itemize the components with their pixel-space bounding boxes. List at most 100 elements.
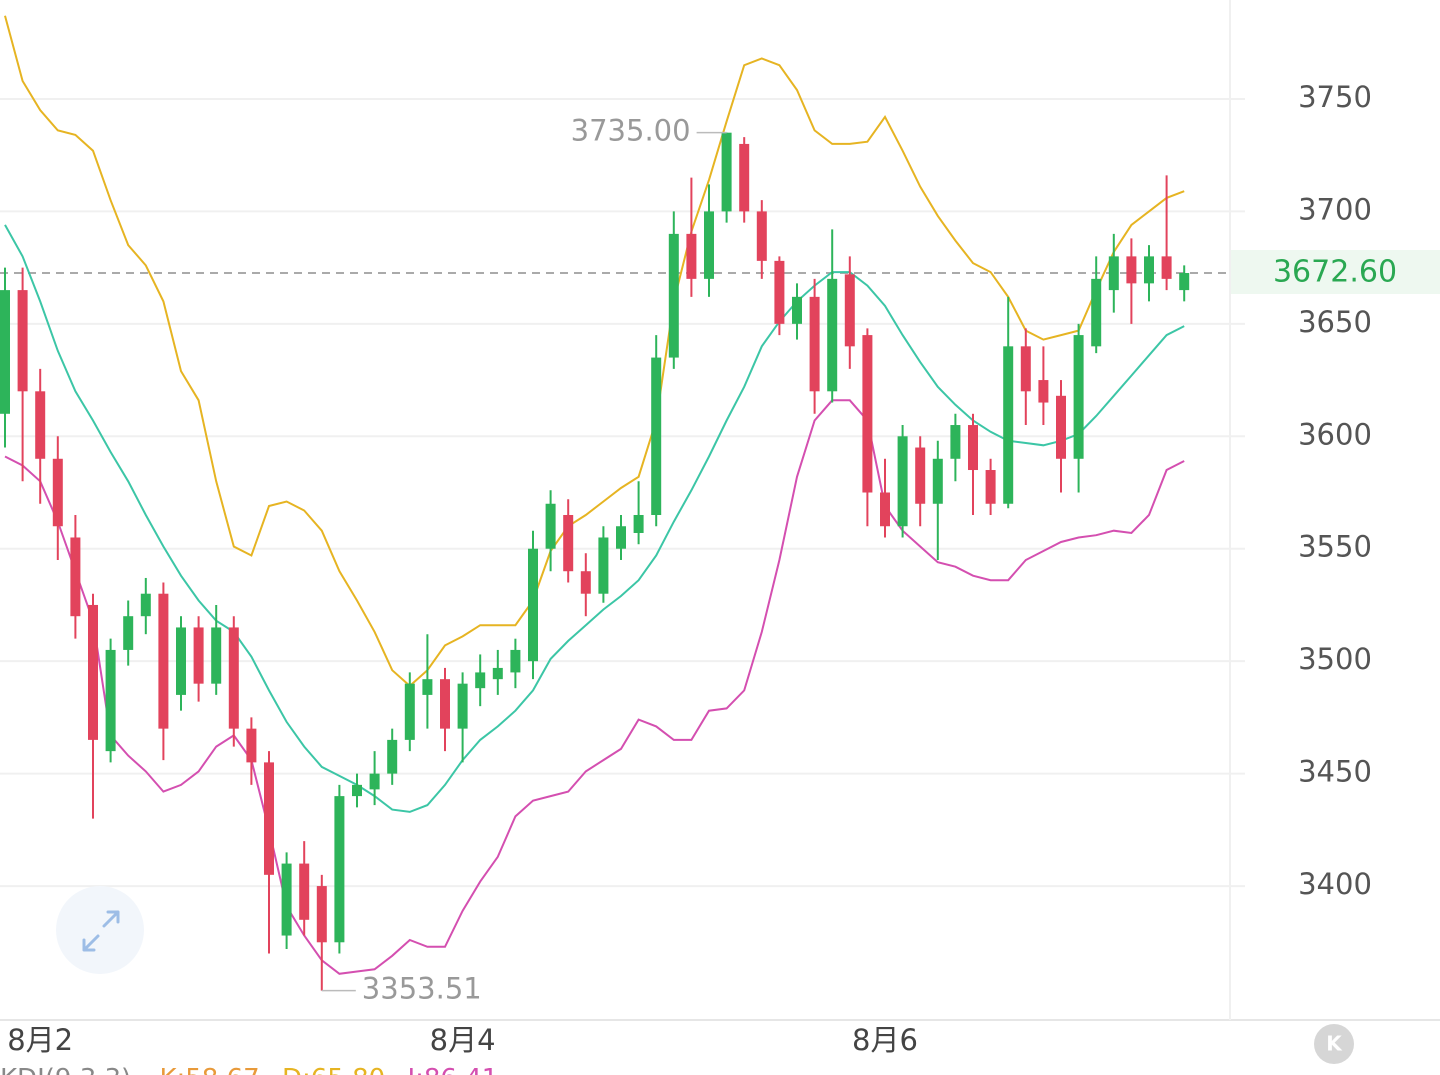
candle-body — [1126, 256, 1137, 284]
candle-body — [598, 537, 609, 594]
candle-body — [0, 290, 10, 414]
candle-body — [844, 274, 855, 347]
candle-body — [739, 143, 750, 212]
candle-body — [809, 296, 820, 392]
candle-body — [246, 728, 257, 763]
candle-body — [880, 492, 890, 527]
candle-body — [387, 739, 398, 774]
x-tick-label: 8月2 — [7, 1023, 73, 1057]
candle-body — [70, 537, 81, 617]
candle-body — [932, 458, 943, 504]
y-tick-label: 3600 — [1298, 417, 1372, 451]
candle-body — [1020, 346, 1031, 392]
candle-body — [88, 604, 98, 740]
band-line — [4, 399, 1185, 975]
band-line — [4, 15, 1185, 688]
candle-body — [897, 436, 908, 527]
candle-body — [158, 593, 169, 729]
candle-body — [580, 571, 591, 594]
candle-body — [211, 627, 222, 684]
candle-body — [704, 211, 714, 279]
expand-icon — [82, 910, 120, 952]
candle-body — [862, 335, 873, 493]
candle-body — [563, 514, 574, 572]
candle-body — [616, 526, 626, 549]
candle-body — [774, 260, 785, 324]
min-label: 3353.51 — [362, 972, 482, 1006]
x-tick-label: 8月6 — [852, 1023, 918, 1057]
candle-body — [1003, 346, 1014, 504]
candle-body — [950, 425, 961, 459]
candle-body — [105, 649, 116, 752]
indicator-j: J:86.41 — [405, 1064, 498, 1075]
grid — [0, 97, 1245, 888]
candle-body — [316, 886, 327, 943]
candle-body — [545, 503, 556, 549]
candle-body — [1038, 380, 1049, 403]
y-tick-label: 3650 — [1298, 305, 1372, 339]
candle-body — [176, 627, 186, 695]
candle-body — [369, 773, 380, 790]
candle-body — [264, 762, 274, 875]
candle-body — [193, 627, 204, 684]
candle-body — [17, 290, 28, 392]
candle-body — [651, 357, 662, 515]
candle-body — [968, 425, 978, 471]
candle-body — [422, 679, 433, 695]
candle-body — [1108, 256, 1119, 291]
y-tick-label: 3750 — [1298, 80, 1372, 114]
candle-body — [281, 863, 292, 936]
bands — [4, 15, 1185, 975]
k-button-label: K — [1326, 1032, 1343, 1056]
labels: 3400 3450 3500 3550 3600 3650 3700 3750 8月2 8月4 8月… — [7, 80, 1397, 1057]
candle-body — [52, 458, 63, 527]
candle-body — [299, 863, 310, 920]
y-tick-label: 3450 — [1298, 755, 1372, 789]
y-tick-label: 3500 — [1298, 642, 1372, 676]
candle-body — [123, 616, 134, 650]
x-tick-label: 8月4 — [430, 1023, 496, 1057]
max-label: 3735.00 — [571, 114, 691, 148]
candle-body — [140, 593, 151, 617]
candle-body — [528, 548, 538, 662]
k-button[interactable] — [1314, 1024, 1354, 1064]
indicator-name: KDJ(9,3,3) — [0, 1064, 131, 1075]
candle-body — [457, 683, 468, 729]
last-price-label: 3672.60 — [1273, 255, 1397, 290]
expand-button[interactable] — [56, 886, 144, 974]
candle-body — [1144, 256, 1154, 284]
candle-body — [440, 679, 450, 729]
candle-body — [404, 683, 415, 740]
candle-body — [686, 233, 697, 279]
candle-body — [756, 211, 767, 261]
y-tick-label: 3550 — [1298, 530, 1372, 564]
candle-body — [827, 278, 838, 392]
indicator-d: D:65.80 — [282, 1064, 385, 1075]
candle-body — [915, 447, 926, 504]
candle-body — [985, 470, 996, 504]
y-tick-label: 3700 — [1298, 192, 1372, 226]
band-line — [4, 224, 1185, 813]
candle-body — [35, 391, 46, 459]
candle-body — [668, 233, 679, 358]
candle-body — [334, 796, 345, 943]
candle-body — [228, 627, 239, 729]
candles — [0, 132, 1190, 991]
candle-body — [1073, 335, 1084, 459]
candle-body — [510, 649, 521, 673]
candle-body — [633, 514, 644, 533]
price-box — [1230, 250, 1440, 294]
candle-body — [1091, 278, 1102, 347]
candle-body — [792, 296, 802, 324]
candle-body — [475, 672, 486, 689]
candle-body — [352, 784, 362, 797]
y-tick-label: 3400 — [1298, 867, 1372, 901]
candle-body — [721, 132, 732, 212]
candle-body — [1056, 395, 1066, 459]
candle-body — [492, 667, 503, 680]
indicator-legend: KDJ(9,3,3) K:58.67 D:65.80 J:86.41 — [0, 1064, 498, 1075]
candle-body — [1161, 256, 1172, 279]
candle-body — [1179, 273, 1190, 291]
